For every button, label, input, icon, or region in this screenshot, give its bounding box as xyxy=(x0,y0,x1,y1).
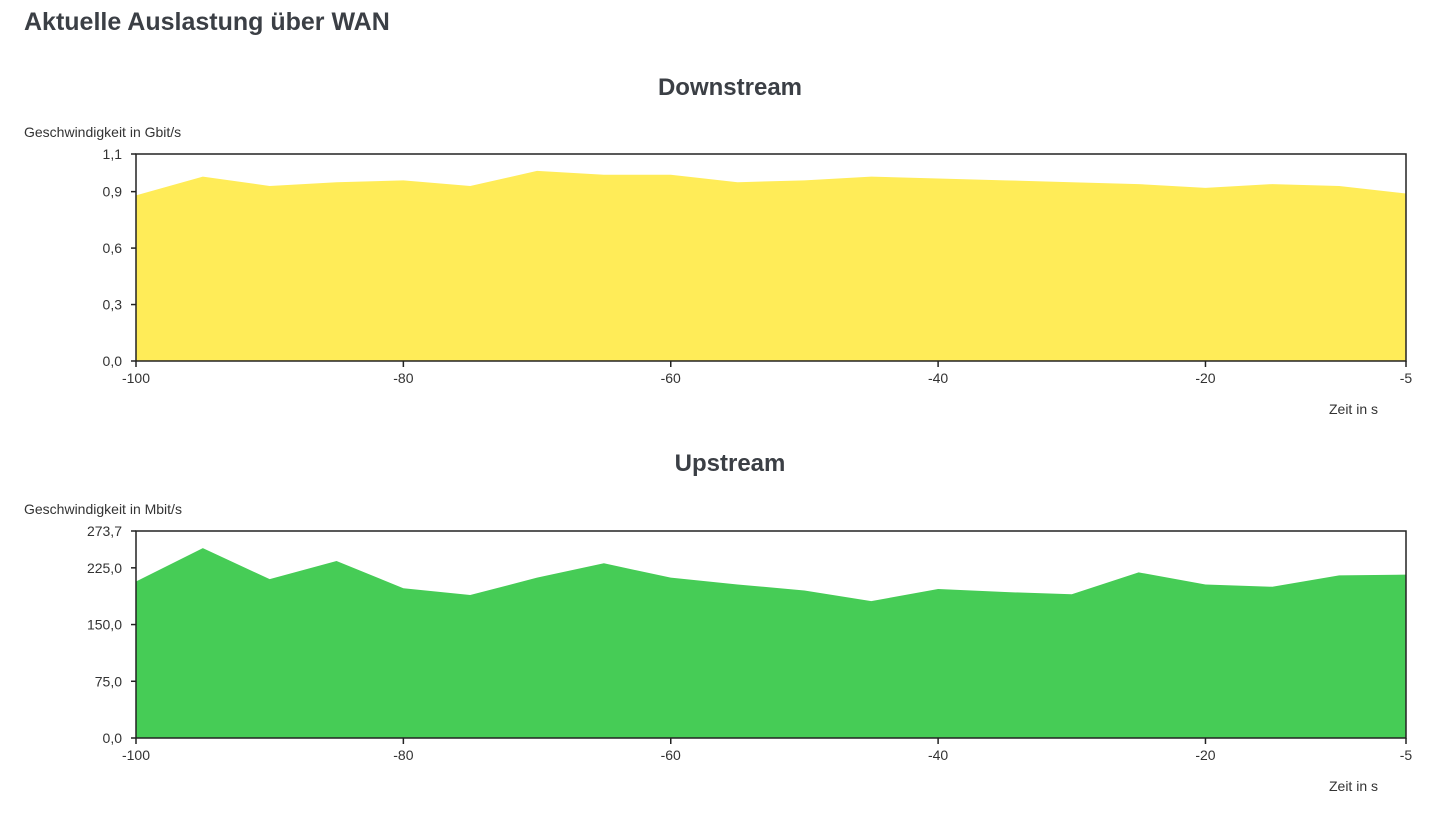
upstream-chart-title: Upstream xyxy=(674,450,786,477)
downstream-area xyxy=(136,170,1406,361)
upstream-x-tick-label: -60 xyxy=(661,747,681,763)
upstream-y-tick-label: 225,0 xyxy=(87,560,122,576)
upstream-x-tick-label: -40 xyxy=(928,747,948,763)
upstream-y-tick-label: 150,0 xyxy=(87,617,122,633)
upstream-y-tick-label: 75,0 xyxy=(95,673,122,689)
upstream-x-tick-label: -100 xyxy=(122,747,150,763)
downstream-chart-title: Downstream xyxy=(657,74,803,101)
page-title: Aktuelle Auslastung über WAN xyxy=(24,8,390,36)
downstream-y-tick-label: 0,9 xyxy=(103,184,123,200)
downstream-x-tick-label: -60 xyxy=(661,370,681,386)
downstream-chart: 0,0 0,3 0,6 0,9 1,1 -100 -80 -60 -40 -20 -5 Zeit in… xyxy=(103,146,1413,417)
upstream-plot-frame xyxy=(135,530,1407,739)
downstream-x-axis-label: Zeit in s xyxy=(1329,401,1378,417)
downstream-x-tick-label: -5 xyxy=(1400,370,1413,386)
downstream-x-tick-label: -40 xyxy=(928,370,948,386)
downstream-x-tick-label: -100 xyxy=(122,370,150,386)
upstream-x-tick-label: -80 xyxy=(393,747,413,763)
upstream-x-axis-label: Zeit in s xyxy=(1329,778,1378,794)
downstream-y-tick-label: 0,3 xyxy=(103,297,123,313)
downstream-x-tick-label: -80 xyxy=(393,370,413,386)
upstream-y-tick-label: 273,7 xyxy=(87,523,122,539)
upstream-y-tick-label: 0,0 xyxy=(103,730,123,746)
upstream-x-tick-label: -20 xyxy=(1195,747,1215,763)
downstream-x-tick-label: -20 xyxy=(1195,370,1215,386)
upstream-area xyxy=(136,548,1406,738)
upstream-y-axis-label: Geschwindigkeit in Mbit/s xyxy=(24,501,182,517)
downstream-y-tick-label: 0,0 xyxy=(103,353,123,369)
upstream-chart: 0,0 75,0 150,0 225,0 273,7 -100 -80 -60 -40 -20 -5… xyxy=(87,523,1413,794)
upstream-x-tick-label: -5 xyxy=(1400,747,1413,763)
downstream-y-tick-label: 1,1 xyxy=(103,146,123,162)
downstream-plot-frame xyxy=(135,153,1407,362)
downstream-y-axis-label: Geschwindigkeit in Gbit/s xyxy=(24,124,182,140)
downstream-y-tick-label: 0,6 xyxy=(103,240,123,256)
